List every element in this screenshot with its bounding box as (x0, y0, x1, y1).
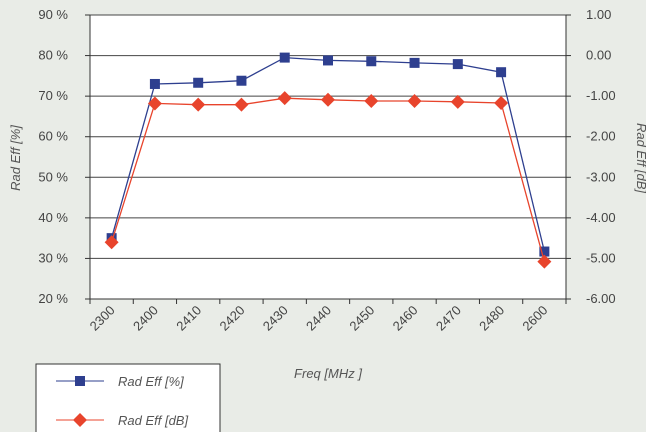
y2-tick-label: -2.00 (586, 129, 616, 144)
series-0-point (452, 59, 463, 70)
legend-marker-diamond-icon (73, 413, 87, 427)
y2-tick-label: -3.00 (586, 169, 616, 184)
series-1-point (147, 96, 162, 111)
y-tick-label: 70 % (38, 88, 68, 103)
legend-marker-square-icon (75, 376, 85, 386)
series-0-point (409, 57, 420, 68)
series-1-point (321, 92, 335, 107)
series-0-point (539, 246, 550, 257)
legend-box (35, 363, 221, 432)
series-1-point (450, 94, 465, 109)
y2-axis-title: Rad Eff [dB] (634, 123, 646, 193)
y-tick-label: 60 % (38, 129, 68, 144)
y2-tick-label: 0.00 (586, 48, 611, 63)
series-0-point (193, 77, 204, 88)
y2-tick-label: -5.00 (586, 250, 616, 265)
legend-label-db: Rad Eff [dB] (118, 413, 188, 428)
y-tick-label: 50 % (38, 169, 68, 184)
legend-label-pct: Rad Eff [%] (118, 374, 184, 389)
series-1-point (104, 235, 119, 250)
series-1-point (537, 254, 552, 269)
series-1-point (494, 96, 509, 111)
series-0-point (149, 78, 160, 89)
y-axis-title: Rad Eff [%] (8, 125, 23, 191)
series-1-point (277, 91, 292, 106)
y2-tick-label: 1.00 (586, 7, 611, 22)
legend: Rad Eff [%] Rad Eff [dB] (35, 363, 221, 432)
plot-area: 20 % -6.00 30 % -5.00 40 % -4.00 50 % -3.00 60 %… (38, 7, 615, 334)
x-axis-title: Freq [MHz ] (294, 366, 362, 381)
series-0-point (496, 67, 507, 78)
series-1-point (364, 94, 379, 109)
y-tick-label: 40 % (38, 210, 68, 225)
y-tick-label: 30 % (38, 250, 68, 265)
series-0-point (366, 56, 377, 67)
y2-tick-label: -4.00 (586, 210, 616, 225)
y-tick-label: 90 % (38, 7, 68, 22)
y2-tick-label: -6.00 (586, 291, 616, 306)
series-0-point (279, 52, 290, 63)
y2-tick-label: -1.00 (586, 88, 616, 103)
series-1-point (191, 97, 206, 112)
series-1-point (234, 97, 249, 112)
series-0-point (236, 75, 247, 86)
series-1-point (407, 94, 422, 109)
series-0-point (323, 55, 333, 66)
y-tick-label: 20 % (38, 291, 68, 306)
y-tick-label: 80 % (38, 48, 68, 63)
